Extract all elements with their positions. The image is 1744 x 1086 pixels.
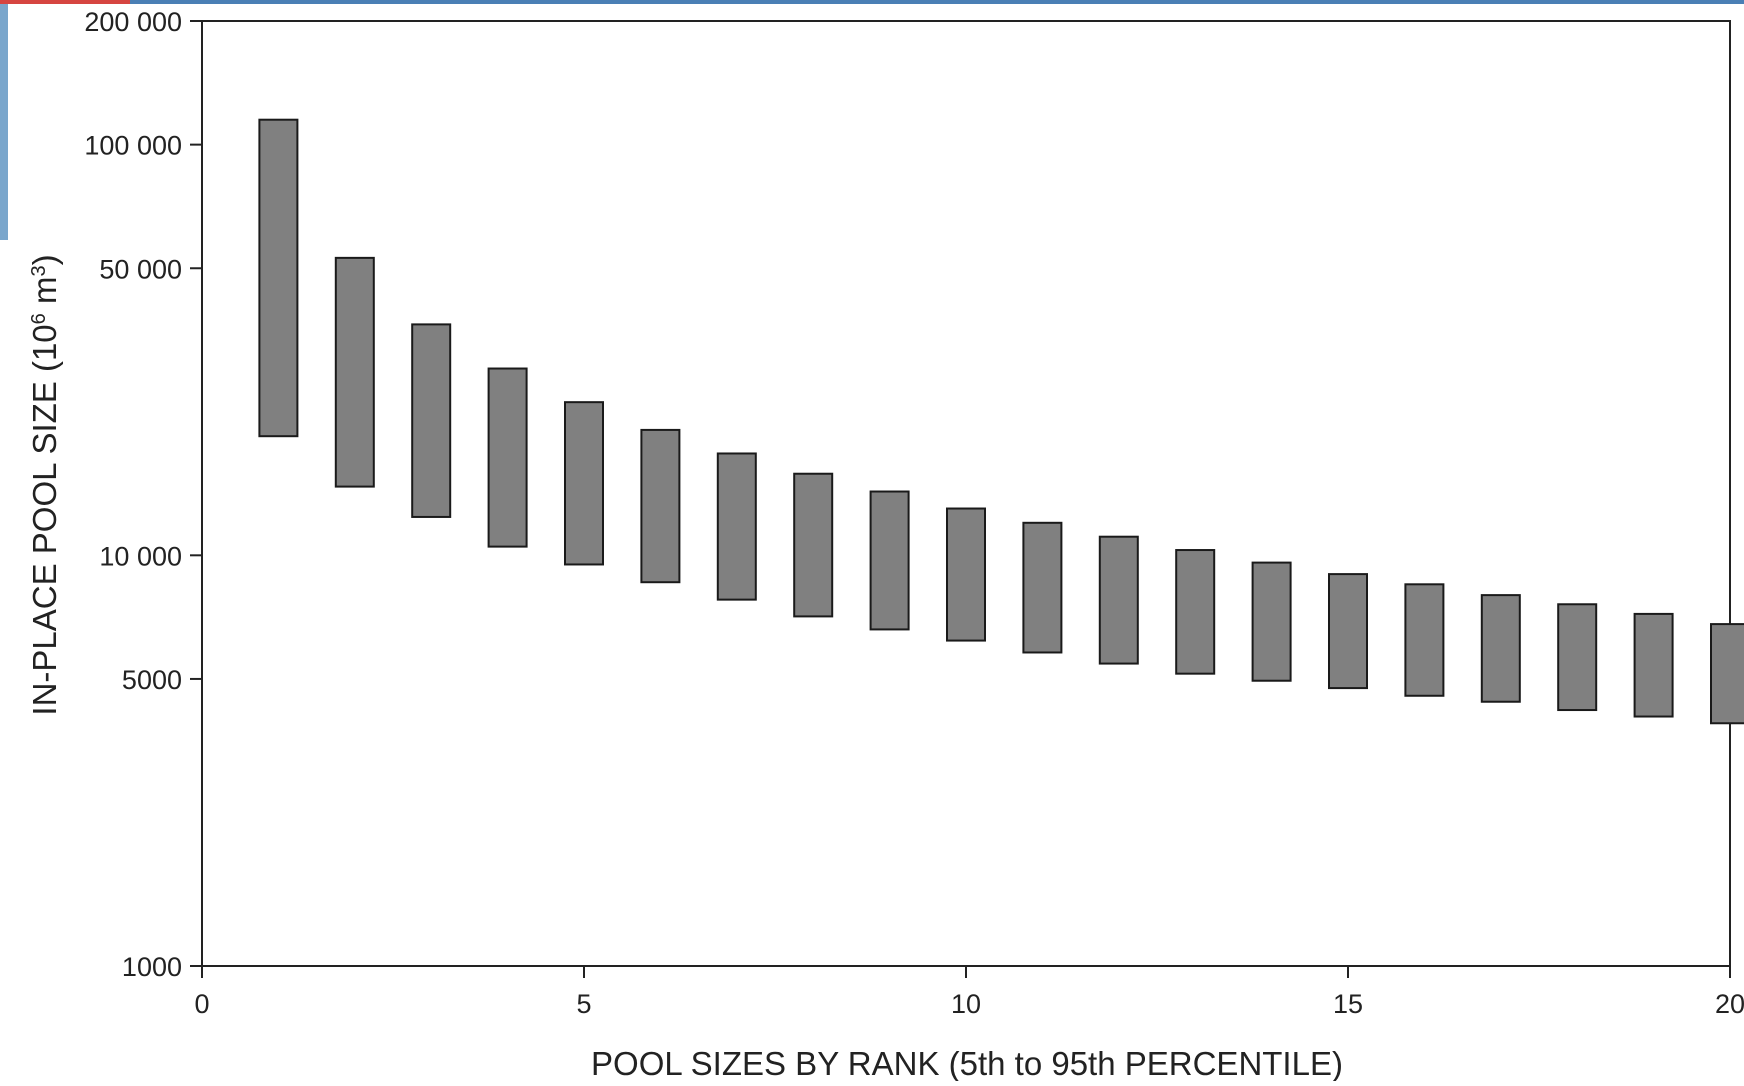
range-bar-rank-18 [1557, 603, 1598, 712]
range-bar-rank-6 [640, 428, 681, 584]
y-axis-label: IN-PLACE POOL SIZE (106 m3) [26, 254, 63, 715]
range-bar-rank-12 [1098, 535, 1139, 665]
range-bar-rank-7 [716, 452, 757, 601]
range-bar-rank-4 [487, 367, 528, 548]
range-bar-rank-8 [793, 472, 834, 618]
y-axis-ticks: 1000 5000 10 000 50 000 100 000 200 000 [84, 7, 202, 982]
range-bar-rank-14 [1251, 561, 1292, 682]
range-bar-rank-5 [564, 401, 604, 566]
x-axis-label: POOL SIZES BY RANK (5th to 95th PERCENTI… [591, 1045, 1343, 1081]
top-accent-line [0, 0, 1744, 4]
x-tick-label: 10 [951, 989, 981, 1019]
range-bar-rank-20 [1710, 623, 1744, 725]
y-tick-label: 100 000 [84, 131, 182, 161]
range-bar-rank-16 [1404, 583, 1445, 697]
y-tick-label: 200 000 [84, 7, 182, 37]
range-bar-rank-13 [1175, 549, 1216, 675]
range-bar-rank-2 [334, 256, 375, 488]
x-tick-label: 20 [1715, 989, 1744, 1019]
bars-group [258, 118, 1744, 725]
range-bar-rank-1 [258, 118, 299, 438]
y-tick-label: 5000 [122, 665, 182, 695]
left-accent-bar [0, 4, 8, 240]
range-bar-rank-3 [411, 323, 452, 518]
top-accent-red [0, 0, 130, 4]
range-bar-rank-10 [946, 507, 986, 642]
x-tick-label: 5 [576, 989, 591, 1019]
y-tick-label: 50 000 [99, 254, 182, 284]
range-bar-rank-9 [869, 490, 910, 631]
x-tick-label: 15 [1333, 989, 1363, 1019]
range-bar-rank-19 [1633, 612, 1674, 718]
x-axis-ticks: 0 5 10 15 20 [194, 966, 1744, 1019]
y-tick-label: 10 000 [99, 541, 182, 571]
y-tick-label: 1000 [122, 952, 182, 982]
range-bar-rank-15 [1328, 573, 1368, 690]
x-tick-label: 0 [194, 989, 209, 1019]
range-bar-rank-17 [1480, 594, 1521, 703]
range-bar-rank-11 [1022, 521, 1063, 654]
